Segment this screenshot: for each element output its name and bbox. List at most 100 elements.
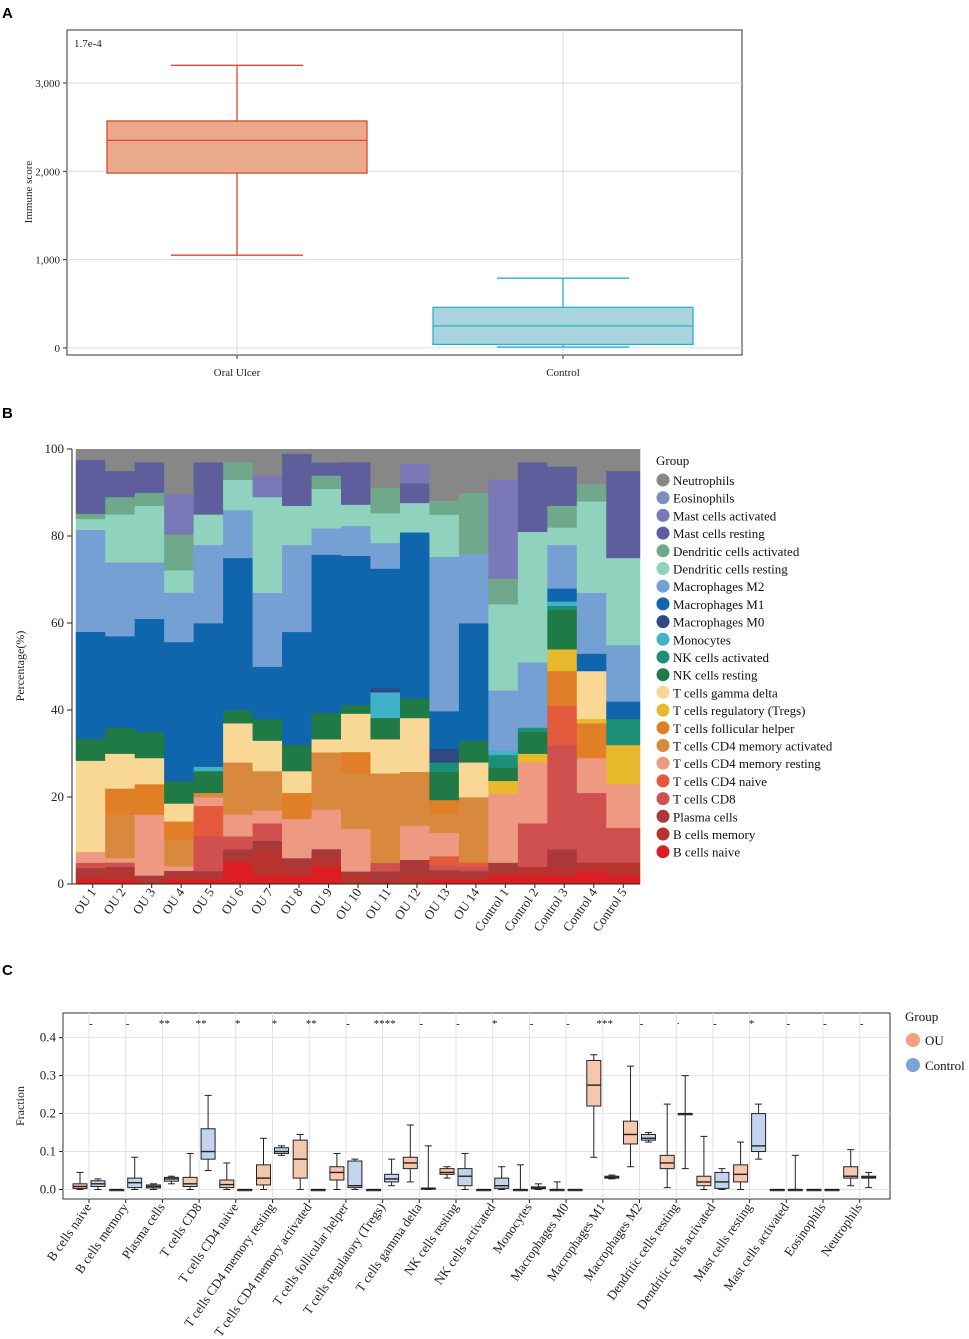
b-xtick-label: OU 7 — [247, 885, 276, 917]
b-segment — [282, 453, 317, 506]
c-category-3 — [145, 1175, 179, 1191]
b-segment — [252, 770, 287, 811]
panel-a-boxplot: 0 1,000 2,000 3,000 Oral Ulcer Control 1.7e-… — [23, 29, 743, 379]
b-segment — [193, 797, 228, 807]
b-segment — [223, 849, 258, 859]
c-category-11 — [439, 1152, 473, 1191]
c-significance-label: * — [272, 1018, 278, 1030]
c-box-iqr — [843, 1166, 859, 1179]
b-legend-item: Eosinophils — [656, 491, 734, 506]
b-segment — [517, 727, 552, 733]
b-segment — [193, 770, 228, 794]
b-segment — [547, 505, 582, 528]
a-ytick-label: 0 — [55, 343, 61, 355]
c-ytick-label: 0.4 — [40, 1030, 57, 1045]
b-segment — [576, 653, 611, 672]
c-box-iqr — [439, 1168, 455, 1175]
b-segment — [576, 670, 611, 720]
panel-a-pvalue: 1.7e-4 — [74, 38, 102, 50]
b-segment — [606, 783, 641, 828]
c-category-10 — [402, 1124, 436, 1191]
b-segment — [370, 692, 405, 719]
b-bar-5 — [193, 449, 228, 885]
b-segment — [341, 871, 375, 876]
b-segment — [282, 449, 317, 454]
b-segment — [75, 513, 110, 520]
b-legend-item: Macrophages M1 — [656, 597, 764, 612]
b-segment — [75, 739, 110, 761]
b-bar-4 — [164, 449, 199, 885]
c-box-iqr — [200, 1128, 216, 1160]
b-segment — [370, 717, 405, 740]
c-xtick-label: Mast cells activated — [720, 1200, 792, 1294]
a-box-iqr — [106, 120, 368, 174]
b-segment — [311, 554, 346, 714]
c-significance-label: - — [456, 1018, 460, 1030]
b-segment — [164, 570, 199, 593]
b-segment — [193, 870, 228, 876]
b-segment — [75, 459, 110, 514]
b-segment — [311, 809, 346, 850]
b-segment — [576, 449, 611, 485]
b-segment — [164, 866, 199, 871]
b-segment — [517, 531, 552, 663]
b-legend-label: T cells follicular helper — [673, 721, 795, 736]
b-segment — [488, 449, 523, 480]
c-ytick-label: 0.0 — [40, 1182, 56, 1197]
b-bar-1 — [75, 449, 110, 885]
c-ytick-label: 0.3 — [40, 1068, 56, 1083]
b-segment — [134, 731, 169, 759]
b-legend-item: Monocytes — [656, 632, 731, 647]
b-segment — [75, 449, 110, 461]
b-segment — [429, 799, 464, 815]
b-segment — [311, 488, 346, 529]
b-segment — [606, 744, 641, 785]
c-significance-label: - — [419, 1018, 423, 1030]
b-segment — [429, 874, 464, 880]
b-segment — [341, 504, 375, 527]
b-bar-11 — [370, 449, 405, 885]
c-significance-label: - — [346, 1018, 350, 1030]
b-legend-item: Macrophages M0 — [656, 615, 764, 630]
b-segment — [223, 449, 258, 463]
b-bar-7 — [252, 449, 287, 885]
b-segment — [341, 773, 375, 829]
b-segment — [164, 641, 199, 782]
c-category-8 — [329, 1152, 363, 1191]
b-legend-swatch — [656, 473, 670, 487]
b-legend-swatch — [656, 491, 670, 505]
b-segment — [517, 731, 552, 754]
b-segment — [547, 705, 582, 746]
b-bar-9 — [311, 449, 346, 885]
b-segment — [164, 875, 199, 880]
b-segment — [311, 712, 346, 740]
b-xtick-label: OU 2 — [100, 885, 129, 917]
c-significance-label: - — [89, 1018, 93, 1030]
b-bar-18 — [576, 449, 611, 885]
b-segment — [488, 862, 523, 872]
c-box-iqr — [384, 1173, 400, 1183]
b-segment — [576, 483, 611, 502]
b-segment — [282, 544, 317, 633]
b-legend-swatch — [656, 703, 670, 717]
c-category-12 — [476, 1166, 510, 1192]
c-box-iqr — [659, 1154, 675, 1170]
b-segment — [517, 823, 552, 867]
b-segment — [193, 875, 228, 881]
b-segment — [517, 875, 552, 885]
b-legend-label: NK cells resting — [673, 668, 758, 683]
b-legend-swatch — [656, 685, 670, 699]
b-legend-item: Dendritic cells activated — [656, 544, 800, 559]
b-segment — [458, 553, 493, 624]
b-segment — [311, 739, 346, 753]
b-segment — [399, 771, 434, 826]
b-segment — [547, 605, 582, 611]
b-segment — [223, 836, 258, 850]
b-segment — [488, 750, 523, 756]
b-legend-label: Eosinophils — [673, 491, 734, 506]
b-segment — [134, 492, 169, 506]
b-legend-label: T cells CD4 memory resting — [673, 756, 821, 771]
b-segment — [517, 462, 552, 533]
c-significance-label: - — [126, 1018, 130, 1030]
b-segment — [517, 753, 552, 763]
